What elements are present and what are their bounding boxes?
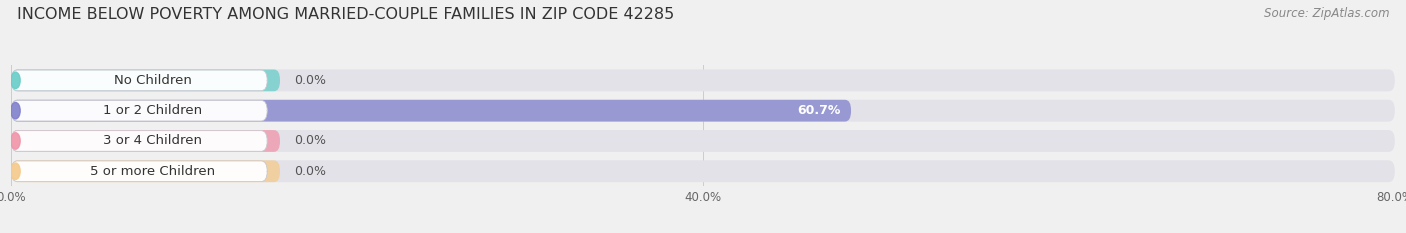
FancyBboxPatch shape — [11, 130, 280, 152]
FancyBboxPatch shape — [11, 160, 280, 182]
Circle shape — [11, 133, 20, 149]
FancyBboxPatch shape — [11, 100, 267, 121]
FancyBboxPatch shape — [11, 161, 267, 182]
FancyBboxPatch shape — [11, 69, 1395, 91]
Text: 3 or 4 Children: 3 or 4 Children — [104, 134, 202, 147]
Text: No Children: No Children — [114, 74, 193, 87]
Circle shape — [11, 103, 20, 119]
Text: 0.0%: 0.0% — [294, 165, 326, 178]
FancyBboxPatch shape — [11, 131, 267, 151]
Text: INCOME BELOW POVERTY AMONG MARRIED-COUPLE FAMILIES IN ZIP CODE 42285: INCOME BELOW POVERTY AMONG MARRIED-COUPL… — [17, 7, 673, 22]
FancyBboxPatch shape — [11, 69, 280, 91]
Text: Source: ZipAtlas.com: Source: ZipAtlas.com — [1264, 7, 1389, 20]
Text: 0.0%: 0.0% — [294, 74, 326, 87]
Text: 60.7%: 60.7% — [797, 104, 841, 117]
FancyBboxPatch shape — [11, 160, 1395, 182]
FancyBboxPatch shape — [11, 70, 267, 91]
Text: 0.0%: 0.0% — [294, 134, 326, 147]
FancyBboxPatch shape — [11, 130, 1395, 152]
FancyBboxPatch shape — [11, 100, 851, 122]
Text: 5 or more Children: 5 or more Children — [90, 165, 215, 178]
Circle shape — [11, 163, 20, 179]
Text: 1 or 2 Children: 1 or 2 Children — [104, 104, 202, 117]
FancyBboxPatch shape — [11, 100, 1395, 122]
Circle shape — [11, 72, 20, 89]
